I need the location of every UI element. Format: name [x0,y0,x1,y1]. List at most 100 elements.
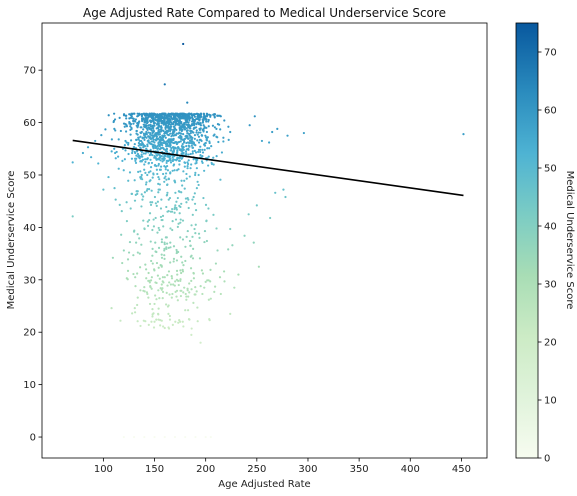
scatter-point [153,129,155,131]
scatter-point [190,267,192,269]
scatter-point [189,127,191,129]
scatter-point [172,170,174,172]
scatter-point [125,117,127,119]
scatter-point [186,165,188,167]
scatter-point [152,172,154,174]
scatter-point [185,295,187,297]
scatter-point [197,134,199,136]
scatter-point [143,126,145,128]
scatter-point [155,132,157,134]
scatter-point [162,281,164,283]
scatter-point [108,114,110,116]
scatter-point [144,191,146,193]
scatter-point [158,308,160,310]
scatter-point [184,309,186,311]
scatter-point [190,280,192,282]
scatter-point [175,291,177,293]
scatter-point [151,276,153,278]
scatter-point [121,210,123,212]
scatter-point [165,206,167,208]
scatter-point [167,124,169,126]
scatter-point [149,128,151,130]
scatter-point [156,169,158,171]
scatter-point [175,295,177,297]
scatter-point [172,122,174,124]
y-tick-label: 30 [23,275,36,286]
x-axis-label: Age Adjusted Rate [218,479,310,490]
scatter-point [202,162,204,164]
scatter-point [192,120,194,122]
scatter-point [129,171,131,173]
scatter-point [107,176,109,178]
colorbar [516,23,538,458]
scatter-point [203,241,205,243]
scatter-point [142,113,144,115]
scatter-point [194,436,196,438]
x-tick-label: 150 [145,464,164,475]
scatter-point [182,133,184,135]
scatter-point [164,327,166,329]
scatter-point [171,208,173,210]
scatter-point [129,134,131,136]
scatter-point [190,256,192,258]
scatter-point [118,168,120,170]
scatter-point [188,282,190,284]
scatter-point [201,134,203,136]
scatter-point [151,201,153,203]
scatter-point [177,116,179,118]
scatter-point [189,130,191,132]
scatter-point [173,180,175,182]
scatter-point [160,166,162,168]
scatter-point [161,257,163,259]
scatter-point [149,281,151,283]
scatter-point [168,281,170,283]
scatter-point [128,251,130,253]
scatter-point [162,225,164,227]
scatter-point [135,242,137,244]
scatter-point [186,137,188,139]
scatter-point [205,120,207,122]
scatter-point [144,172,146,174]
scatter-point [161,283,163,285]
scatter-point [169,319,171,321]
scatter-point [206,147,208,149]
scatter-point [182,143,184,145]
scatter-point [137,320,139,322]
scatter-point [196,167,198,169]
scatter-point [141,193,143,195]
scatter-point [195,126,197,128]
scatter-point [207,207,209,209]
scatter-point [182,170,184,172]
scatter-point [180,218,182,220]
scatter-point [151,229,153,231]
scatter-point [139,140,141,142]
scatter-point [199,149,201,151]
scatter-point [237,273,239,275]
scatter-point [198,141,200,143]
chart-title: Age Adjusted Rate Compared to Medical Un… [83,6,446,20]
scatter-point [130,139,132,141]
scatter-point [261,140,263,142]
scatter-point [185,173,187,175]
scatter-point [160,216,162,218]
scatter-point [217,141,219,143]
regression-line [73,140,464,195]
scatter-point [186,167,188,169]
scatter-point [151,248,153,250]
scatter-point [134,285,136,287]
scatter-point [164,175,166,177]
scatter-point [154,294,156,296]
scatter-point [82,152,84,154]
scatter-point [229,228,231,230]
colorbar-tick-label: 30 [544,280,557,291]
scatter-point [195,123,197,125]
scatter-point [227,126,229,128]
scatter-point [188,153,190,155]
scatter-point [205,118,207,120]
scatter-point [203,114,205,116]
scatter-point [199,114,201,116]
scatter-point [168,134,170,136]
scatter-point [166,274,168,276]
scatter-point [115,199,117,201]
scatter-point [130,207,132,209]
